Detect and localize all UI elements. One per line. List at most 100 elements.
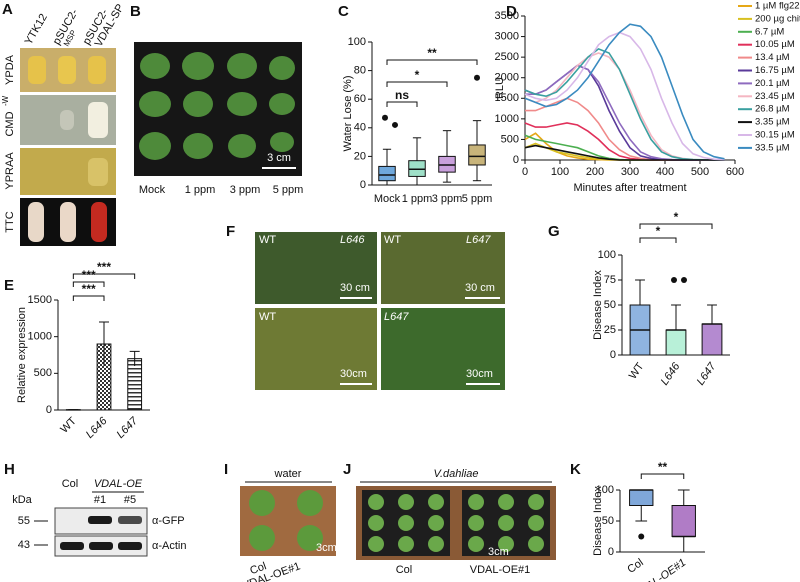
legend-label: 13.4 µM <box>755 52 790 63</box>
significance-label: ** <box>427 46 437 60</box>
scale-label: 3cm <box>316 542 337 554</box>
panel-j: V.dahliae 3cm Col VDAL-OE#1 <box>356 468 556 576</box>
significance-label: *** <box>82 268 96 282</box>
y-axis-label: Relative expression <box>16 307 28 403</box>
band <box>118 516 142 524</box>
lane-label: #5 <box>124 494 136 506</box>
x-tick-label: 600 <box>726 166 744 178</box>
panel-letter: K <box>570 461 581 478</box>
x-tick-label: 1 ppm <box>402 193 433 205</box>
x-tick-label: WT <box>627 360 647 381</box>
y-tick-label: 50 <box>602 515 614 527</box>
tube <box>91 202 107 242</box>
treatment-label: Mock <box>139 184 166 196</box>
genotype-label: WT <box>259 234 276 246</box>
panel-letter: H <box>4 461 15 478</box>
significance-bracket <box>72 295 105 301</box>
legend-label: 23.45 µM <box>755 91 795 102</box>
panel-letter: C <box>338 3 349 20</box>
box <box>701 323 723 356</box>
y-tick-label: 80 <box>354 65 366 77</box>
x-tick-label: WT <box>58 415 79 436</box>
x-tick-label: 0 <box>522 166 528 178</box>
legend-label: 1 µM flg22 <box>755 1 800 12</box>
colony <box>88 158 108 186</box>
series-line <box>524 23 725 160</box>
scale-label: 3 cm <box>267 152 291 164</box>
y-axis-label: Water Lose (%) <box>342 75 354 151</box>
error-bar <box>99 321 109 366</box>
y-tick-label: 3000 <box>495 30 519 42</box>
lane-group-label: VDAL-OE <box>94 478 143 490</box>
genotype-label: L646 <box>340 234 365 246</box>
x-tick-label: L646 <box>84 414 110 440</box>
field-photo <box>255 308 377 390</box>
genotype-label: Col <box>248 560 268 577</box>
outlier <box>392 121 398 128</box>
y-tick-label: 1000 <box>28 331 52 343</box>
bar <box>127 358 143 411</box>
panel-h: Col VDAL-OE #1 #5 kDa 55 43 α-GFP α-Acti… <box>12 478 186 557</box>
legend-label: 6.7 µM <box>755 26 784 37</box>
y-tick-label: 3500 <box>495 10 519 22</box>
field-photo <box>381 308 505 390</box>
scale-label: 30cm <box>340 368 367 380</box>
significance-bracket <box>639 237 677 243</box>
outlier <box>671 277 677 283</box>
panel-letter: D <box>506 3 517 20</box>
row-superscript: -W <box>1 95 10 106</box>
box <box>671 505 696 537</box>
x-tick-label: Mock <box>374 193 401 205</box>
legend-label: 3.35 µM <box>755 117 790 128</box>
y-tick-label: 500 <box>501 133 519 145</box>
box <box>629 489 654 506</box>
rosettes <box>368 494 544 552</box>
y-tick-label: 0 <box>513 154 519 166</box>
tube <box>60 202 76 242</box>
box <box>378 165 396 182</box>
y-tick-label: 0 <box>608 546 614 558</box>
significance-label: *** <box>97 260 111 274</box>
colony <box>28 56 46 84</box>
antibody-label: α-Actin <box>152 540 186 552</box>
panel-letter: F <box>226 223 235 240</box>
y-tick-label: 1500 <box>495 92 519 104</box>
x-tick-label: L647 <box>114 414 140 440</box>
genotype-label: L647 <box>384 311 409 323</box>
x-tick-label: 100 <box>551 166 569 178</box>
size-marker: 55 <box>18 515 30 527</box>
panel-f: WT L646 WT L647 WT L647 30 cm 30 cm 30cm… <box>255 232 505 390</box>
y-tick-label: 0 <box>46 404 52 416</box>
panel-b: 3 cm Mock 1 ppm 3 ppm 5 ppm <box>134 42 303 196</box>
series-line <box>524 132 725 161</box>
genotype-label: WT <box>259 311 276 323</box>
significance-label: * <box>415 68 420 82</box>
treatment-label: 5 ppm <box>273 184 304 196</box>
band <box>60 542 84 550</box>
significance-bracket <box>386 81 448 87</box>
y-tick-label: 100 <box>598 249 616 261</box>
box <box>468 144 486 166</box>
y-axis-label: Disease Index <box>592 486 604 556</box>
x-tick-label: 200 <box>586 166 604 178</box>
legend-label: 26.8 µM <box>755 104 790 115</box>
significance-label: * <box>674 210 679 224</box>
significance-label: ** <box>658 460 668 474</box>
x-tick-label: 5 ppm <box>462 193 493 205</box>
x-tick-label: 300 <box>621 166 639 178</box>
scale-label: 30 cm <box>340 282 370 294</box>
outlier <box>382 114 388 121</box>
significance-label: *** <box>82 282 96 296</box>
error-bar <box>129 350 140 366</box>
size-marker: 43 <box>18 539 30 551</box>
colony <box>60 110 74 130</box>
outlier <box>681 277 687 283</box>
genotype-label: VDAL-OE#1 <box>470 564 531 576</box>
y-tick-label: 40 <box>354 122 366 134</box>
colony <box>88 102 108 138</box>
colony <box>88 56 106 84</box>
x-tick-label: 3 ppm <box>432 193 463 205</box>
row-label: TTC <box>4 211 16 232</box>
